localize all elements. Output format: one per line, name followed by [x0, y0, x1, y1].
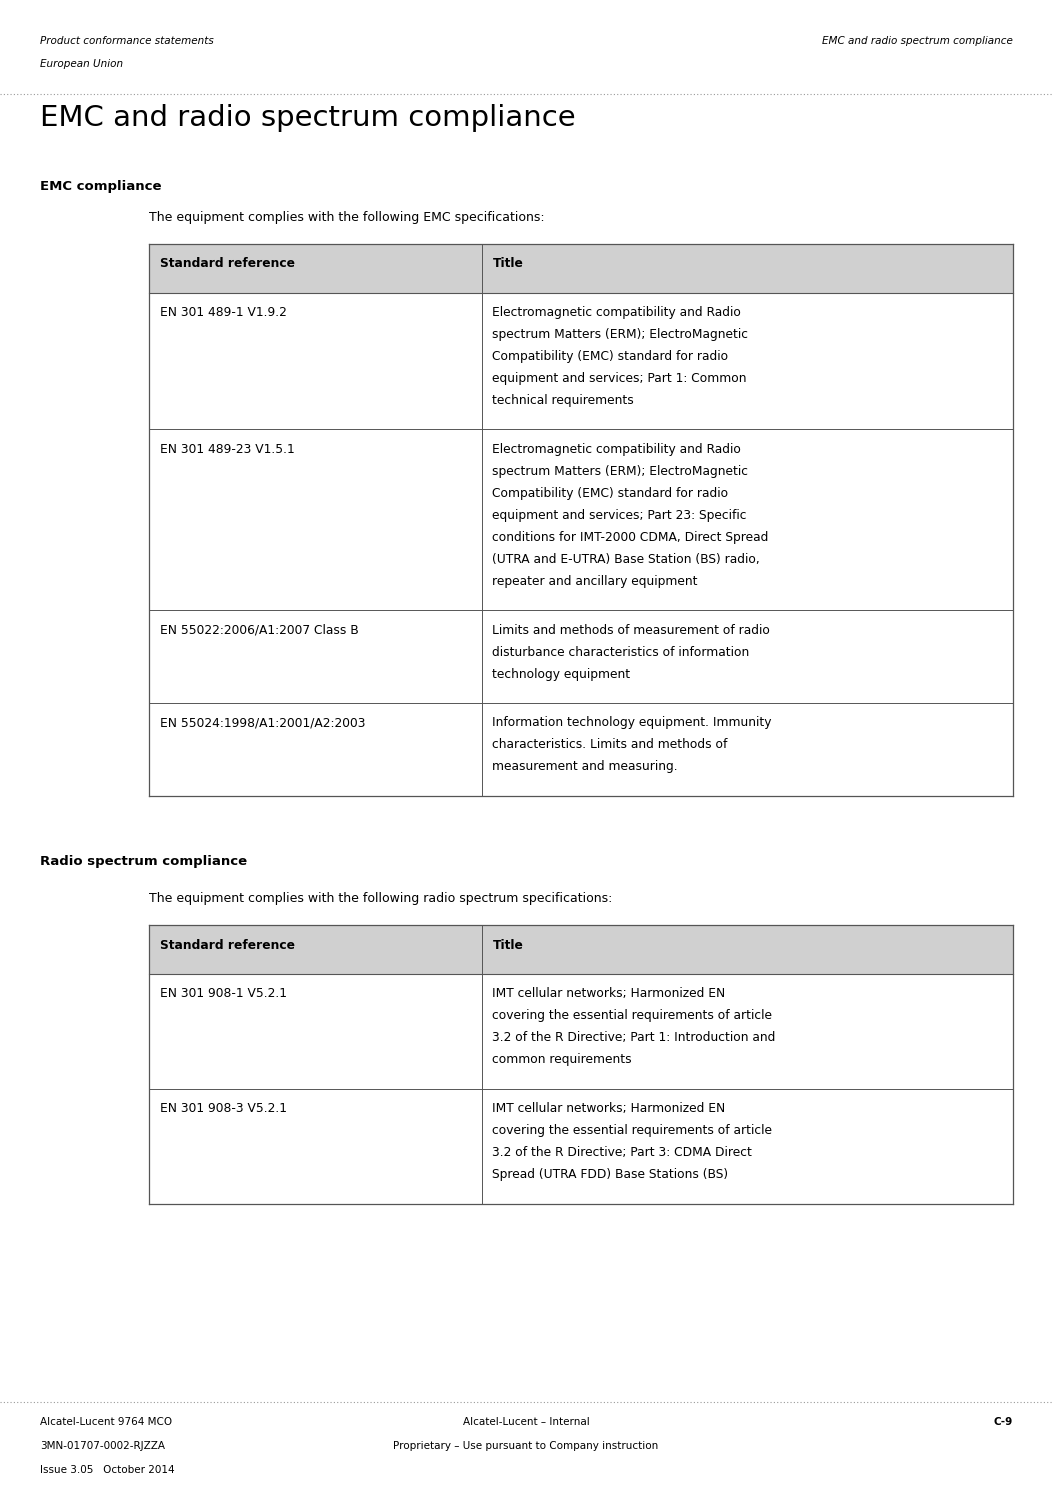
Text: characteristics. Limits and methods of: characteristics. Limits and methods of: [492, 739, 728, 751]
Text: covering the essential requirements of article: covering the essential requirements of a…: [492, 1124, 772, 1138]
Text: conditions for IMT-2000 CDMA, Direct Spread: conditions for IMT-2000 CDMA, Direct Spr…: [492, 531, 769, 544]
Text: EN 301 489-1 V1.9.2: EN 301 489-1 V1.9.2: [160, 306, 287, 320]
Text: 3.2 of the R Directive; Part 3: CDMA Direct: 3.2 of the R Directive; Part 3: CDMA Dir…: [492, 1146, 752, 1160]
Text: spectrum Matters (ERM); ElectroMagnetic: spectrum Matters (ERM); ElectroMagnetic: [492, 329, 748, 341]
Bar: [149, 244, 1013, 293]
Bar: [149, 293, 1013, 430]
Text: Standard reference: Standard reference: [160, 257, 295, 271]
Text: measurement and measuring.: measurement and measuring.: [492, 760, 679, 773]
Text: IMT cellular networks; Harmonized EN: IMT cellular networks; Harmonized EN: [492, 987, 726, 1001]
Text: C-9: C-9: [994, 1417, 1013, 1428]
Text: 3MN-01707-0002-RJZZA: 3MN-01707-0002-RJZZA: [40, 1441, 165, 1451]
Bar: [149, 974, 1013, 1088]
Text: Information technology equipment. Immunity: Information technology equipment. Immuni…: [492, 717, 772, 730]
Text: Issue 3.05   October 2014: Issue 3.05 October 2014: [40, 1465, 175, 1475]
Text: EN 55024:1998/A1:2001/A2:2003: EN 55024:1998/A1:2001/A2:2003: [160, 717, 365, 730]
Text: equipment and services; Part 1: Common: equipment and services; Part 1: Common: [492, 372, 747, 385]
Text: EMC and radio spectrum compliance: EMC and radio spectrum compliance: [823, 36, 1013, 46]
Text: Electromagnetic compatibility and Radio: Electromagnetic compatibility and Radio: [492, 443, 742, 457]
Text: repeater and ancillary equipment: repeater and ancillary equipment: [492, 575, 697, 587]
Text: Limits and methods of measurement of radio: Limits and methods of measurement of rad…: [492, 623, 770, 636]
Text: The equipment complies with the following radio spectrum specifications:: The equipment complies with the followin…: [149, 892, 612, 906]
Text: equipment and services; Part 23: Specific: equipment and services; Part 23: Specifi…: [492, 509, 747, 522]
Text: 3.2 of the R Directive; Part 1: Introduction and: 3.2 of the R Directive; Part 1: Introduc…: [492, 1032, 775, 1044]
Text: technical requirements: technical requirements: [492, 394, 634, 407]
Text: (UTRA and E-UTRA) Base Station (BS) radio,: (UTRA and E-UTRA) Base Station (BS) radi…: [492, 553, 761, 567]
Text: EN 301 908-1 V5.2.1: EN 301 908-1 V5.2.1: [160, 987, 287, 1001]
Text: Compatibility (EMC) standard for radio: Compatibility (EMC) standard for radio: [492, 486, 729, 500]
Text: Proprietary – Use pursuant to Company instruction: Proprietary – Use pursuant to Company in…: [393, 1441, 659, 1451]
Text: EMC and radio spectrum compliance: EMC and radio spectrum compliance: [40, 104, 575, 132]
Text: Title: Title: [492, 257, 523, 271]
Bar: [149, 430, 1013, 610]
Text: technology equipment: technology equipment: [492, 668, 630, 681]
Text: Standard reference: Standard reference: [160, 938, 295, 952]
Text: Alcatel-Lucent – Internal: Alcatel-Lucent – Internal: [463, 1417, 589, 1428]
Text: EMC compliance: EMC compliance: [40, 180, 161, 193]
Text: covering the essential requirements of article: covering the essential requirements of a…: [492, 1010, 772, 1023]
Text: European Union: European Union: [40, 59, 123, 70]
Text: Electromagnetic compatibility and Radio: Electromagnetic compatibility and Radio: [492, 306, 742, 320]
Text: spectrum Matters (ERM); ElectroMagnetic: spectrum Matters (ERM); ElectroMagnetic: [492, 465, 748, 477]
Text: EN 55022:2006/A1:2007 Class B: EN 55022:2006/A1:2007 Class B: [160, 623, 359, 636]
Text: disturbance characteristics of information: disturbance characteristics of informati…: [492, 645, 750, 659]
Text: Compatibility (EMC) standard for radio: Compatibility (EMC) standard for radio: [492, 349, 729, 363]
Bar: [149, 1088, 1013, 1203]
Text: EN 301 908-3 V5.2.1: EN 301 908-3 V5.2.1: [160, 1102, 287, 1115]
Text: Product conformance statements: Product conformance statements: [40, 36, 214, 46]
Text: IMT cellular networks; Harmonized EN: IMT cellular networks; Harmonized EN: [492, 1102, 726, 1115]
Text: common requirements: common requirements: [492, 1053, 632, 1066]
Text: Radio spectrum compliance: Radio spectrum compliance: [40, 855, 247, 868]
Text: The equipment complies with the following EMC specifications:: The equipment complies with the followin…: [149, 211, 545, 225]
Text: EN 301 489-23 V1.5.1: EN 301 489-23 V1.5.1: [160, 443, 295, 457]
Bar: [149, 610, 1013, 703]
Text: Alcatel-Lucent 9764 MCO: Alcatel-Lucent 9764 MCO: [40, 1417, 173, 1428]
Text: Spread (UTRA FDD) Base Stations (BS): Spread (UTRA FDD) Base Stations (BS): [492, 1169, 729, 1181]
Bar: [149, 703, 1013, 796]
Text: Title: Title: [492, 938, 523, 952]
Bar: [149, 925, 1013, 974]
